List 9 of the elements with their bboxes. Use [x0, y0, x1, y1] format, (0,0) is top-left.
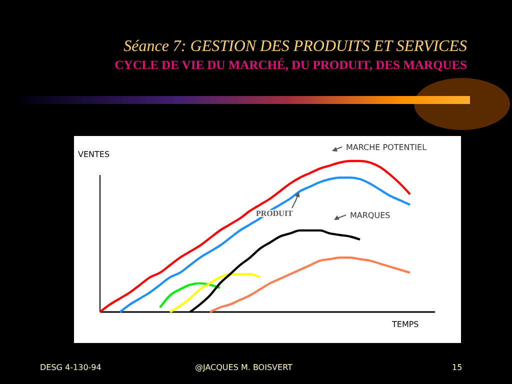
x-axis-title: TEMPS: [391, 320, 419, 329]
chart-title: Séance 7: GESTION DES PRODUITS ET SERVICES: [124, 38, 467, 55]
chart-subtitle: CYCLE DE VIE DU MARCHÉ, DU PRODUIT, DES MARQUES: [114, 58, 468, 72]
annotation: MARQUES: [350, 211, 390, 220]
text: @JACQUES M. BOISVERT: [195, 363, 293, 372]
text: 15: [452, 363, 462, 372]
text: DESG 4-130-94: [40, 363, 102, 372]
text: MARCHE POTENTIEL: [346, 143, 428, 152]
y-axis-title: VENTES: [78, 150, 110, 159]
